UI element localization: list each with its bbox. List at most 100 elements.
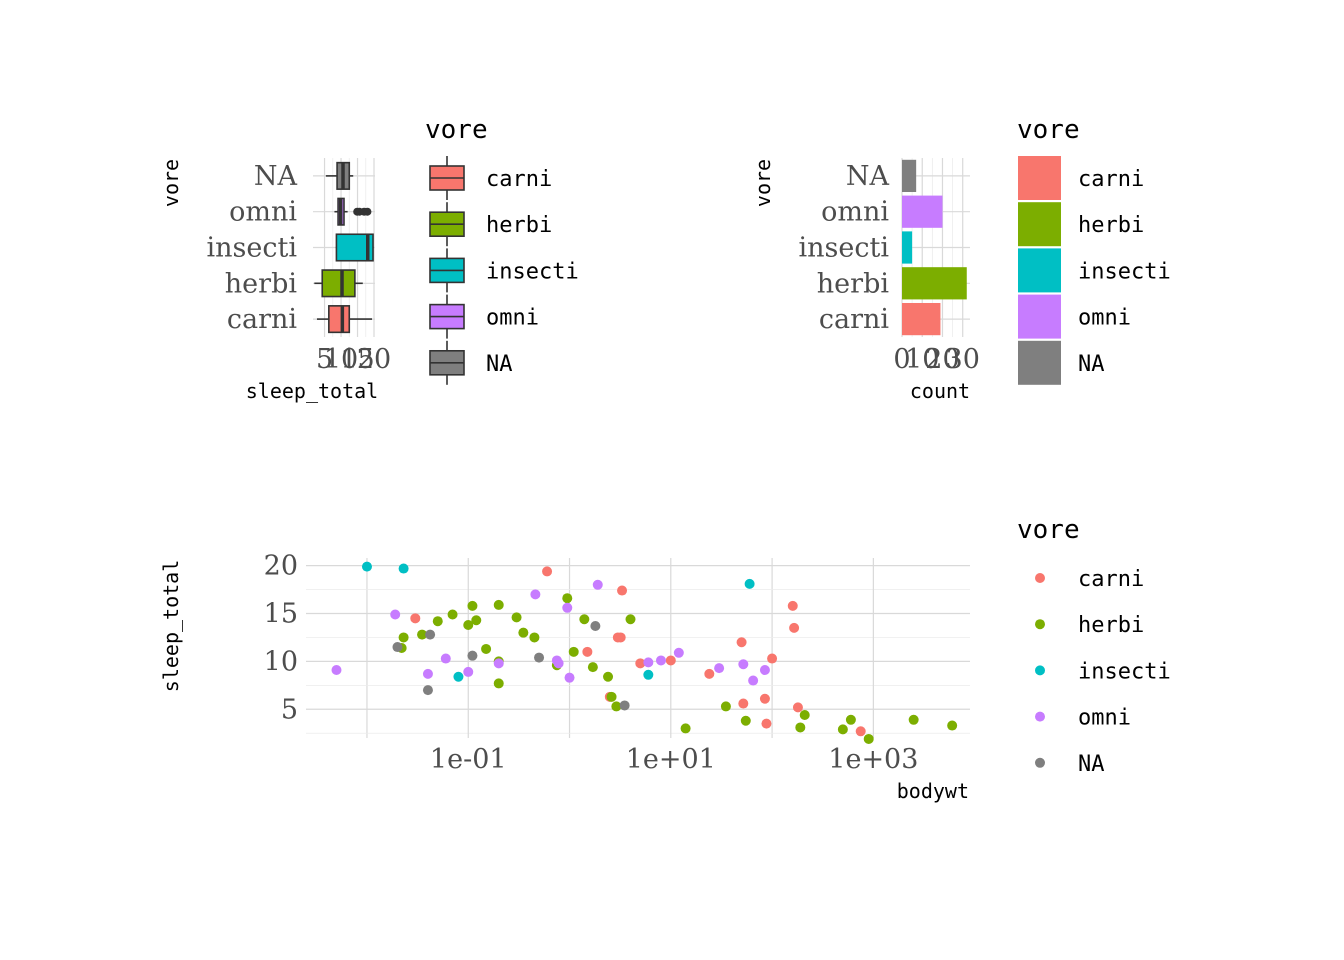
scatter-legend-dot-na [1035,757,1045,768]
barchart-legend-swatch-insecti [1018,248,1061,293]
scatter-point-na [467,650,478,661]
boxplot-x-axis-title: sleep_total [246,379,378,403]
scatter-point-carni [704,668,715,679]
scatter-point-omni [530,589,541,600]
scatter-point-herbi [908,714,919,725]
scatter-point-herbi [720,701,731,712]
box-herbi [314,269,363,298]
boxplot-y-tick-label: insecti [207,233,298,264]
scatter-point-herbi [562,593,573,604]
scatter-panel: 5 10 15 20 1e-01 1e+01 1e+03 bodywt sleep_tot… [159,515,1171,803]
scatter-legend-label: omni [1078,706,1131,731]
boxplot-legend-label: insecti [486,259,579,284]
scatter-point-herbi [432,616,443,627]
boxplot-y-tick-label: NA [254,161,298,192]
barchart-legend-label: carni [1078,167,1144,192]
barchart-legend-swatch-omni [1018,294,1061,339]
scatter-point-herbi [447,609,458,620]
scatter-point-herbi [529,632,540,643]
scatter-y-ticks: 5 10 15 20 [264,551,298,726]
scatter-point-carni [635,658,646,669]
scatter-point-carni [617,585,628,596]
scatter-point-na [422,685,433,696]
scatter-legend-label: herbi [1078,613,1144,638]
barchart-x-tick-label: 20 [925,344,959,375]
scatter-point-herbi [837,724,848,735]
scatter-point-herbi [481,643,492,654]
barchart-marks [902,159,967,336]
scatter-x-tick-label: 1e-01 [430,744,507,775]
scatter-point-herbi [799,710,810,721]
barchart-legend-swatch-carni [1018,156,1061,200]
scatter-point-na [590,620,601,631]
boxplot-legend-key-herbi [429,202,465,247]
barchart-legend-label: NA [1078,352,1105,377]
scatter-point-herbi [398,632,409,643]
scatter-point-carni [855,726,866,737]
scatter-point-omni [673,647,684,658]
scatter-point-herbi [463,620,474,631]
barchart-x-tick-label: 30 [946,344,980,375]
scatter-point-herbi [518,627,529,638]
scatter-point-carni [665,655,676,666]
scatter-y-tick-label: 20 [264,551,298,582]
scatter-point-na [425,629,436,640]
scatter-point-omni [390,609,401,620]
scatter-point-carni [761,718,772,729]
scatter-x-ticks: 1e-01 1e+01 1e+03 [430,744,918,775]
scatter-point-insecti [453,671,464,682]
box-outlier [363,207,372,216]
scatter-point-carni [615,632,626,643]
scatter-point-herbi [740,715,751,726]
boxplot-legend-label: omni [486,306,539,331]
scatter-point-omni [738,659,749,670]
scatter-marks [331,561,958,744]
scatter-point-omni [562,602,573,613]
scatter-point-insecti [398,563,409,574]
scatter-point-herbi [493,678,504,689]
scatter-point-insecti [643,669,654,680]
scatter-point-na [619,700,630,711]
scatter-legend-dot-omni [1035,711,1045,722]
boxplot-y-tick-label: omni [229,197,297,228]
scatter-point-na [534,652,545,663]
box-na [325,161,354,190]
scatter-y-tick-label: 15 [264,599,298,630]
barchart-y-tick-label: insecti [799,233,890,264]
boxplot-legend-label: herbi [486,213,552,238]
scatter-point-carni [759,693,770,704]
scatter-point-herbi [579,614,590,625]
barchart-x-tick-label: 10 [905,344,939,375]
box-omni [334,197,372,226]
scatter-point-herbi [863,733,874,744]
scatter-point-herbi [467,600,478,611]
scatter-legend-label: NA [1078,752,1105,777]
scatter-point-herbi [511,612,522,623]
scatter-point-omni [564,672,575,683]
scatter-y-tick-label: 5 [281,694,298,725]
scatter-point-carni [410,613,421,624]
scatter-legend-dot-insecti [1035,665,1045,676]
scatter-point-herbi [587,662,598,673]
boxplot-legend-title: vore [425,115,488,145]
barchart-y-tick-label: herbi [817,268,890,299]
scatter-point-omni [422,668,433,679]
boxplot-legend-key-na [429,340,465,385]
scatter-x-axis-title: bodywt [897,779,969,803]
scatter-point-omni [592,579,603,590]
scatter-point-omni [759,665,770,676]
scatter-point-omni [655,655,666,666]
boxplot-marks [314,161,374,334]
scatter-point-omni [463,666,474,677]
scatter-y-axis-title: sleep_total [159,560,183,692]
box-iqr [321,269,356,298]
scatter-point-carni [542,566,553,577]
scatter-point-carni [792,702,803,713]
barchart-y-axis-title: vore [751,159,775,207]
boxplot-legend-key-insecti [429,248,465,293]
